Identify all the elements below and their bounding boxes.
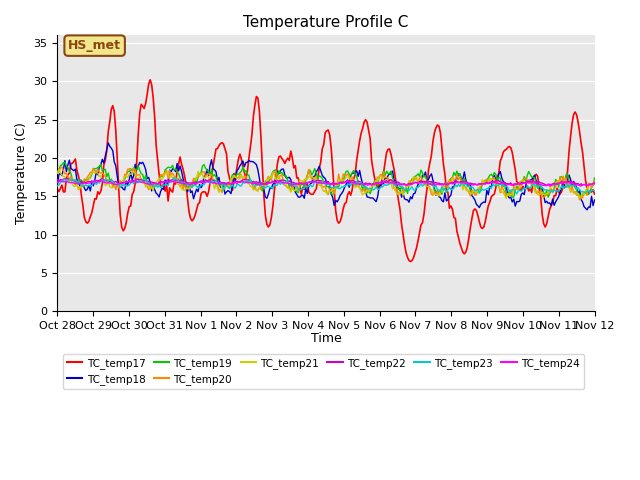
TC_temp19: [508, 194, 516, 200]
TC_temp18: [563, 179, 570, 184]
TC_temp18: [242, 160, 250, 166]
TC_temp19: [121, 176, 129, 182]
TC_temp18: [233, 168, 241, 174]
Line: TC_temp17: TC_temp17: [58, 80, 595, 262]
TC_temp20: [54, 170, 61, 176]
TC_temp19: [233, 171, 241, 177]
TC_temp18: [54, 182, 61, 188]
TC_temp22: [242, 176, 250, 182]
TC_temp19: [54, 169, 61, 175]
TC_temp20: [576, 197, 584, 203]
TC_temp24: [120, 180, 127, 186]
TC_temp20: [233, 175, 241, 180]
Text: HS_met: HS_met: [68, 39, 121, 52]
TC_temp20: [290, 182, 298, 188]
Line: TC_temp20: TC_temp20: [58, 167, 595, 200]
TC_temp19: [242, 168, 250, 174]
TC_temp17: [233, 165, 241, 170]
Line: TC_temp24: TC_temp24: [58, 180, 595, 186]
TC_temp17: [54, 186, 61, 192]
X-axis label: Time: Time: [310, 333, 341, 346]
TC_temp19: [215, 182, 223, 188]
TC_temp18: [290, 181, 298, 187]
TC_temp23: [564, 181, 572, 187]
Y-axis label: Temperature (C): Temperature (C): [15, 122, 28, 224]
TC_temp19: [564, 171, 572, 177]
TC_temp20: [591, 178, 598, 183]
TC_temp24: [131, 178, 139, 183]
TC_temp23: [170, 175, 178, 180]
TC_temp24: [290, 181, 298, 187]
TC_temp24: [546, 183, 554, 189]
TC_temp19: [290, 186, 298, 192]
Title: Temperature Profile C: Temperature Profile C: [243, 15, 409, 30]
TC_temp22: [564, 179, 572, 184]
TC_temp20: [242, 173, 250, 179]
TC_temp23: [120, 182, 127, 188]
TC_temp20: [121, 171, 129, 177]
TC_temp21: [502, 195, 510, 201]
TC_temp23: [513, 191, 520, 197]
TC_temp18: [121, 187, 129, 193]
TC_temp20: [215, 187, 223, 193]
TC_temp17: [147, 77, 154, 83]
TC_temp21: [290, 188, 298, 193]
TC_temp18: [215, 175, 223, 180]
Line: TC_temp18: TC_temp18: [58, 143, 595, 210]
TC_temp19: [591, 175, 598, 181]
TC_temp22: [290, 180, 298, 185]
TC_temp24: [242, 179, 250, 185]
TC_temp19: [61, 159, 68, 165]
TC_temp23: [54, 183, 61, 189]
TC_temp23: [290, 182, 298, 188]
Legend: TC_temp17, TC_temp18, TC_temp19, TC_temp20, TC_temp21, TC_temp22, TC_temp23, TC_: TC_temp17, TC_temp18, TC_temp19, TC_temp…: [63, 354, 584, 389]
TC_temp23: [242, 179, 250, 185]
TC_temp21: [54, 170, 61, 176]
TC_temp24: [591, 181, 598, 187]
TC_temp21: [55, 167, 63, 172]
TC_temp22: [543, 182, 550, 188]
TC_temp24: [233, 180, 241, 186]
TC_temp17: [564, 168, 572, 173]
TC_temp21: [215, 190, 223, 195]
TC_temp21: [591, 181, 598, 187]
TC_temp18: [104, 140, 112, 146]
TC_temp22: [233, 179, 241, 184]
TC_temp23: [591, 188, 598, 193]
TC_temp24: [564, 180, 572, 186]
TC_temp22: [99, 176, 106, 181]
TC_temp17: [120, 228, 127, 234]
TC_temp23: [215, 180, 223, 186]
TC_temp24: [54, 180, 61, 185]
TC_temp22: [215, 180, 223, 185]
TC_temp21: [121, 174, 129, 180]
TC_temp22: [591, 180, 598, 186]
TC_temp21: [233, 175, 241, 181]
TC_temp20: [58, 164, 66, 170]
Line: TC_temp19: TC_temp19: [58, 162, 595, 197]
TC_temp23: [233, 181, 241, 187]
TC_temp22: [54, 177, 61, 183]
TC_temp17: [290, 165, 298, 171]
TC_temp22: [121, 180, 129, 185]
TC_temp17: [242, 176, 250, 182]
Line: TC_temp23: TC_temp23: [58, 178, 595, 194]
TC_temp18: [591, 197, 598, 203]
TC_temp21: [242, 178, 250, 183]
TC_temp24: [215, 181, 223, 187]
TC_temp17: [591, 191, 598, 197]
TC_temp17: [215, 143, 223, 148]
Line: TC_temp21: TC_temp21: [58, 169, 595, 198]
TC_temp20: [563, 175, 570, 181]
TC_temp17: [406, 259, 414, 264]
Line: TC_temp22: TC_temp22: [58, 179, 595, 185]
TC_temp18: [583, 207, 591, 213]
TC_temp21: [564, 184, 572, 190]
